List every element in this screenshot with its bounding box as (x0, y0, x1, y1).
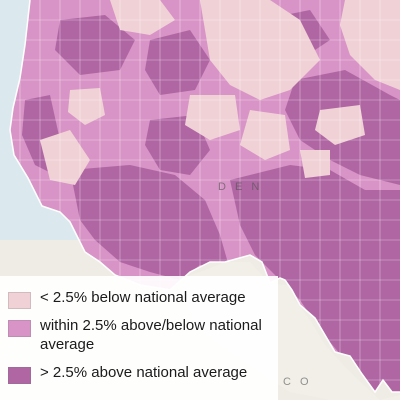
region-southwest (70, 165, 230, 280)
us-border (9, 0, 400, 394)
region-montana (110, 0, 175, 35)
swatch-below-icon (8, 292, 31, 309)
region-wyoming (185, 95, 240, 140)
region-oregon (68, 88, 105, 125)
mexico-label-fragment: C O (283, 376, 312, 388)
region-missouri (300, 150, 330, 178)
denver-label-fragment: D E N (218, 181, 262, 193)
legend-item-within: within 2.5% above/below national average (8, 316, 272, 354)
below-average-regions (40, 0, 400, 185)
legend-item-below: < 2.5% below national average (8, 288, 272, 309)
region-idaho (145, 30, 210, 95)
legend-label-above: > 2.5% above national average (40, 364, 248, 381)
legend-item-above: > 2.5% above national average (8, 363, 272, 384)
region-nevada (40, 130, 90, 185)
swatch-within-icon (8, 320, 31, 337)
region-south-central (230, 165, 400, 392)
swatch-above-icon (8, 367, 31, 384)
map-legend: < 2.5% below national average within 2.5… (0, 276, 278, 400)
legend-label-below: < 2.5% below national average (40, 289, 246, 306)
region-great-lakes (340, 0, 400, 90)
region-kansas (240, 110, 290, 160)
legend-label-within: within 2.5% above/below national average (40, 317, 262, 353)
